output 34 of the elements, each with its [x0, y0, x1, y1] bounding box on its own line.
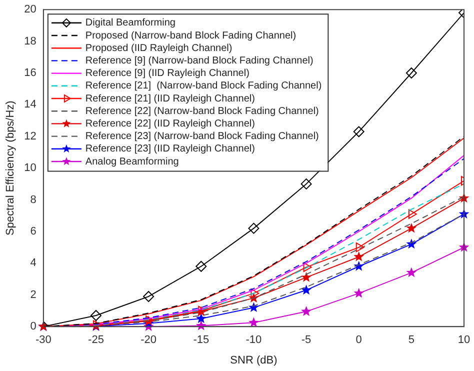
legend-label: Reference [9] (Narrow-band Block Fading Channel)	[85, 55, 314, 66]
x-tick-label: 10	[458, 334, 470, 346]
legend-label: Reference [22] (Narrow-band Block Fading Channel)	[85, 106, 319, 117]
x-tick-label: -20	[140, 334, 157, 346]
y-tick-label: 8	[30, 194, 36, 206]
legend-label: Digital Beamforming	[85, 18, 176, 29]
legend-label: Reference [21] (IID Rayleigh Channel)	[85, 93, 255, 104]
y-tick-label: 0	[30, 320, 36, 333]
x-tick-label: 0	[356, 334, 362, 346]
x-tick-label: -15	[193, 334, 210, 346]
legend-label: Reference [22] (IID Rayleigh Channel)	[85, 118, 255, 130]
y-tick-label: 16	[24, 67, 36, 80]
y-tick-label: 14	[24, 98, 36, 111]
legend-label: Reference [9] (IID Rayleigh Channel)	[85, 68, 250, 80]
y-tick-label: 2	[30, 288, 36, 301]
x-tick-label: -30	[35, 334, 52, 346]
y-axis-title: Spectral Efficiency (bps/Hz)	[4, 100, 17, 236]
legend-label: Reference [23] (Narrow-band Block Fading Channel)	[85, 131, 319, 142]
x-tick-label: 5	[408, 334, 414, 346]
y-tick-label: 6	[30, 226, 36, 238]
y-tick-label: 20	[24, 4, 36, 16]
y-tick-label: 12	[24, 130, 36, 142]
x-tick-label: -10	[246, 334, 262, 346]
x-axis-title: SNR (dB)	[230, 354, 278, 366]
y-tick-label: 10	[24, 162, 36, 174]
y-tick-label: 18	[24, 35, 36, 48]
y-tick-label: 4	[30, 257, 36, 270]
legend-label: Analog Beamforming	[85, 156, 179, 168]
legend-label: Proposed (Narrow-band Block Fading Channel)	[85, 30, 296, 42]
legend-label: Proposed (IID Rayleigh Channel)	[85, 42, 232, 54]
legend-label: Reference [23] (IID Rayleigh Channel)	[85, 144, 255, 155]
x-tick-label: -25	[88, 334, 104, 346]
legend-label: Reference [21] (Narrow-band Block Fading Channel)	[85, 80, 322, 92]
x-tick-label: -5	[301, 334, 312, 346]
